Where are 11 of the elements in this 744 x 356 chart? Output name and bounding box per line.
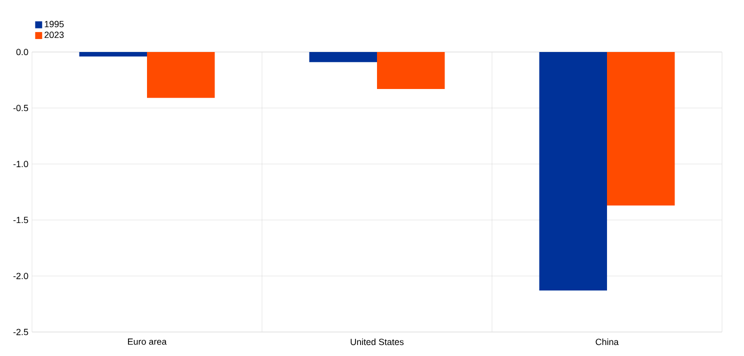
y-tick-label: -1.5 [13,216,28,224]
legend-label: 1995 [44,20,64,28]
y-tick-label: 0.0 [16,48,28,56]
x-tick-label: United States [350,338,404,346]
x-tick-label: China [596,338,619,346]
legend-label: 2023 [44,32,64,38]
y-tick-label: -2.5 [13,328,28,336]
y-tick-label: -2.0 [13,272,28,280]
y-tick-label: -0.5 [13,104,28,112]
y-tick-label: -1.0 [13,160,28,168]
x-tick-label: Euro area [128,338,167,345]
